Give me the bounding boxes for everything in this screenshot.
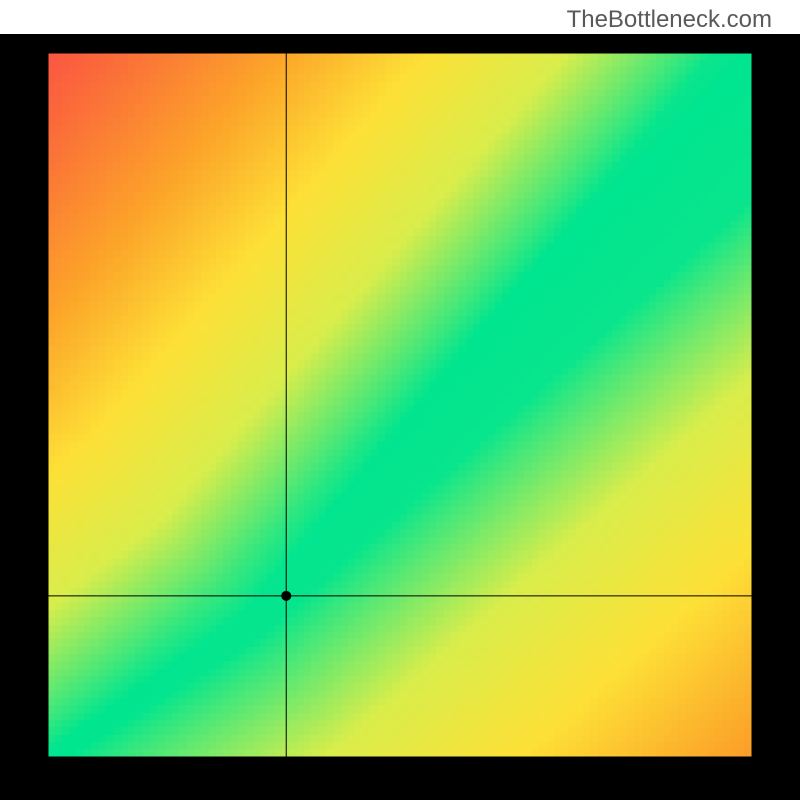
frame-left [0, 38, 33, 772]
watermark-text: TheBottleneck.com [567, 6, 772, 34]
bottleneck-heatmap [33, 38, 767, 772]
figure-container: TheBottleneck.com [0, 0, 800, 800]
frame-bottom [0, 772, 800, 800]
frame-right [767, 38, 800, 772]
